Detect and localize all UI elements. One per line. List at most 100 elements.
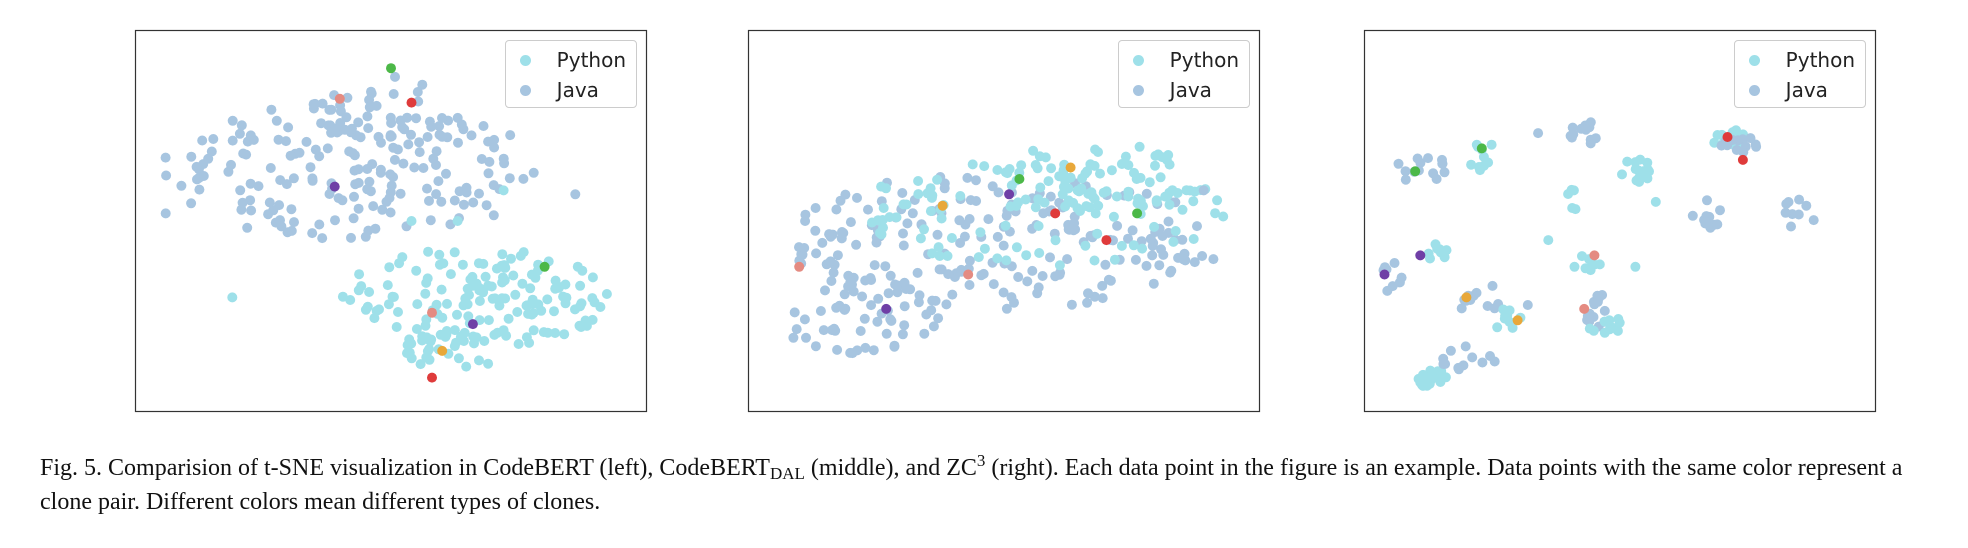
- java-point: [897, 329, 908, 340]
- java-point: [799, 314, 810, 325]
- java-point: [1738, 147, 1749, 158]
- java-point: [1439, 167, 1450, 178]
- java-point: [791, 324, 802, 335]
- java-point: [1423, 153, 1433, 164]
- java-point: [1808, 215, 1819, 226]
- legend-label-java: Java: [1169, 78, 1212, 102]
- java-point: [1780, 207, 1791, 218]
- java-point: [825, 231, 836, 242]
- clone-pair-point-purple: [467, 319, 478, 330]
- java-point: [1599, 305, 1610, 316]
- legend-label-java: Java: [1785, 78, 1828, 102]
- java-point: [363, 123, 374, 134]
- java-point: [868, 345, 879, 356]
- java-point: [933, 313, 944, 324]
- python-point: [1212, 195, 1223, 206]
- java-point: [788, 332, 799, 343]
- python-point: [934, 251, 945, 261]
- python-point: [364, 287, 375, 297]
- python-point: [1185, 185, 1195, 196]
- java-point: [346, 123, 357, 134]
- java-point: [428, 153, 439, 164]
- python-point: [1504, 305, 1515, 316]
- java-point: [1786, 221, 1796, 232]
- java-point: [234, 128, 245, 139]
- java-point: [305, 162, 316, 173]
- java-point: [436, 196, 447, 207]
- java-point: [422, 183, 432, 194]
- java-point: [832, 344, 843, 355]
- java-point: [912, 267, 923, 278]
- python-point: [424, 344, 435, 355]
- java-point: [1745, 133, 1756, 144]
- python-point: [474, 355, 484, 366]
- java-marker-icon: [1748, 84, 1760, 96]
- java-point: [324, 189, 335, 199]
- java-point: [288, 173, 299, 184]
- java-point: [412, 87, 423, 97]
- python-point: [560, 298, 571, 309]
- python-point: [884, 212, 895, 223]
- java-point: [1001, 210, 1012, 221]
- java-point: [489, 134, 500, 145]
- java-point: [866, 300, 877, 311]
- python-point: [462, 299, 473, 310]
- caption-text-part3: (right). Each data point in the figure i…: [40, 455, 1903, 515]
- clone-pair-point-red: [1722, 132, 1733, 142]
- python-point: [411, 265, 422, 276]
- python-point: [394, 258, 405, 269]
- python-point: [356, 281, 367, 292]
- java-point: [367, 159, 378, 170]
- java-point: [1687, 210, 1698, 221]
- java-point: [399, 124, 410, 135]
- java-point: [1460, 341, 1471, 352]
- java-point: [226, 159, 236, 170]
- python-point: [1002, 168, 1013, 179]
- java-point: [907, 208, 918, 219]
- python-point: [369, 313, 380, 324]
- java-point: [403, 139, 414, 150]
- caption-superscript: 3: [976, 451, 986, 470]
- java-point: [820, 285, 830, 296]
- python-point: [1043, 176, 1054, 187]
- python-point: [1034, 151, 1045, 162]
- java-point: [1453, 364, 1464, 375]
- figure-caption: Fig. 5. Comparision of t-SNE visualizati…: [40, 446, 1940, 517]
- java-point: [208, 134, 219, 144]
- java-point: [242, 222, 253, 233]
- python-point: [1566, 184, 1577, 195]
- clone-pair-point-purple: [329, 181, 340, 192]
- python-point: [1170, 226, 1181, 236]
- java-point: [518, 173, 529, 184]
- python-point: [1128, 240, 1139, 251]
- java-point: [1702, 195, 1712, 206]
- python-point: [479, 336, 490, 346]
- python-point: [525, 283, 536, 294]
- python-point: [1132, 198, 1143, 209]
- python-point: [423, 246, 434, 257]
- python-point: [421, 314, 432, 325]
- java-point: [1157, 231, 1168, 241]
- java-point: [281, 179, 292, 190]
- java-point: [368, 201, 379, 212]
- python-point: [1063, 195, 1074, 206]
- java-point: [441, 168, 451, 179]
- java-point: [273, 134, 284, 145]
- java-point: [449, 195, 460, 206]
- python-point: [1433, 373, 1444, 384]
- java-point: [845, 217, 856, 228]
- java-point: [478, 121, 489, 131]
- python-point: [1188, 234, 1199, 244]
- java-point: [1009, 297, 1019, 308]
- python-point: [927, 248, 938, 259]
- clone-pair-point-pink: [963, 269, 974, 280]
- java-point: [902, 218, 913, 229]
- java-point: [1715, 205, 1725, 216]
- python-point: [946, 233, 957, 243]
- legend: Python Java: [1733, 40, 1866, 108]
- python-point: [483, 358, 494, 369]
- python-point: [1077, 173, 1088, 184]
- python-point: [1650, 196, 1661, 207]
- java-point: [1166, 265, 1177, 276]
- java-point: [1783, 197, 1794, 207]
